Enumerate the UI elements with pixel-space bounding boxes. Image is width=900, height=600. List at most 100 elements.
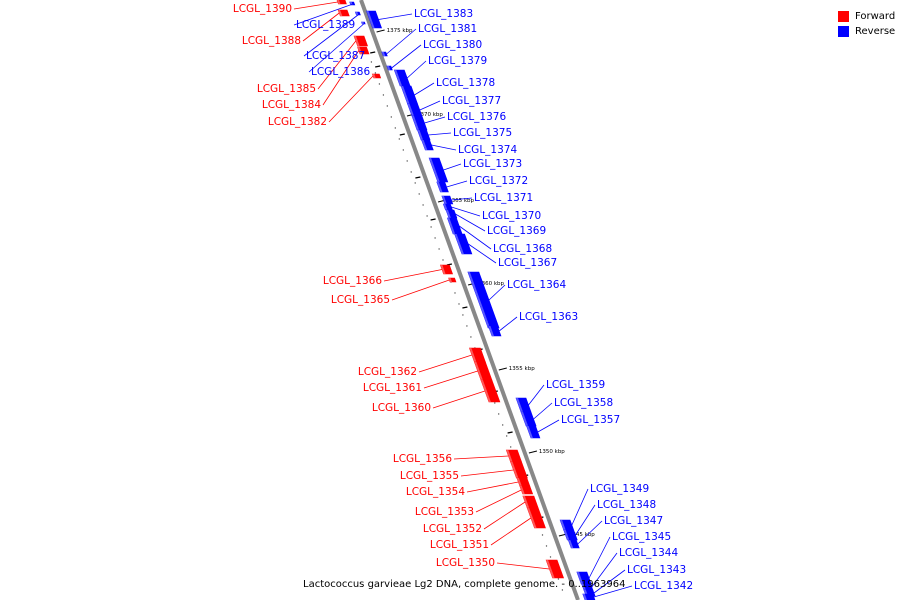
gene-label[interactable]: LCGL_1370 [482, 210, 541, 222]
gene-feature-lcgl_1371[interactable] [441, 195, 454, 205]
gene-label[interactable]: LCGL_1351 [430, 539, 489, 551]
gene-feature-lcgl_1351[interactable] [526, 507, 546, 529]
gene-feature-lcgl_1388[interactable] [337, 9, 350, 17]
gene-label[interactable]: LCGL_1373 [463, 158, 522, 170]
leader-line [571, 488, 589, 526]
gene-feature-lcgl_1382[interactable] [371, 73, 382, 79]
gene-label[interactable]: LCGL_1347 [604, 515, 663, 527]
gene-label[interactable]: LCGL_1352 [423, 523, 482, 535]
gene-label[interactable]: LCGL_1369 [487, 225, 546, 237]
gene-feature-lcgl_1363[interactable] [487, 325, 502, 337]
gene-label[interactable]: LCGL_1343 [627, 564, 686, 576]
gene-highlight [568, 540, 574, 548]
gene-label[interactable]: LCGL_1354 [406, 486, 465, 498]
gene-label[interactable]: LCGL_1356 [393, 453, 452, 465]
gene-highlight [581, 584, 586, 590]
gene-highlight [443, 204, 448, 210]
gene-feature-lcgl_1350[interactable] [545, 559, 565, 579]
gene-label[interactable]: LCGL_1348 [597, 499, 656, 511]
kbp-tick-label: 1370 kbp [417, 112, 443, 118]
gene-highlight [440, 265, 446, 274]
gene-feature-lcgl_1375[interactable] [417, 129, 431, 141]
gene-feature-lcgl_1390[interactable] [336, 0, 347, 5]
gene-feature-lcgl_1389[interactable] [349, 1, 356, 6]
leader-line [446, 180, 468, 188]
gene-feature-lcgl_1372[interactable] [436, 181, 449, 193]
gene-label[interactable]: LCGL_1372 [469, 175, 528, 187]
gene-highlight [447, 218, 456, 234]
gene-feature-lcgl_1369[interactable] [445, 209, 458, 219]
gene-label[interactable]: LCGL_1389 [296, 19, 355, 31]
kbp-tick-label: 1345 kbp [569, 532, 595, 538]
gene-feature-lcgl_1365[interactable] [448, 277, 457, 283]
strand-legend: Forward Reverse [838, 9, 895, 39]
gene-label[interactable]: LCGL_1367 [498, 257, 557, 269]
gene-label[interactable]: LCGL_1390 [233, 3, 292, 15]
gene-feature-lcgl_1384[interactable] [357, 46, 370, 55]
gene-feature-lcgl_1364[interactable] [467, 271, 500, 329]
gene-label[interactable]: LCGL_1361 [363, 382, 422, 394]
gene-label[interactable]: LCGL_1357 [561, 414, 620, 426]
gene-feature-lcgl_1376[interactable] [411, 115, 428, 131]
gene-feature-lcgl_1360[interactable] [480, 379, 501, 403]
gene-feature-lcgl_1367[interactable] [454, 233, 473, 255]
gene-label[interactable]: LCGL_1366 [323, 275, 382, 287]
leader-line [458, 225, 492, 250]
gene-label[interactable]: LCGL_1386 [311, 66, 370, 78]
gene-label[interactable]: LCGL_1353 [415, 506, 474, 518]
gene-label[interactable]: LCGL_1379 [428, 55, 487, 67]
gene-label[interactable]: LCGL_1362 [358, 366, 417, 378]
gene-feature-lcgl_1342[interactable] [582, 593, 596, 600]
gene-feature-lcgl_1348[interactable] [563, 529, 578, 541]
gene-feature-lcgl_1357[interactable] [526, 425, 541, 439]
gene-feature-lcgl_1374[interactable] [421, 139, 434, 151]
genome-caption: Lactococcus garvieae Lg2 DNA, complete g… [303, 579, 626, 590]
gene-feature-lcgl_1381[interactable] [381, 51, 388, 57]
gene-feature-lcgl_1380[interactable] [386, 65, 393, 71]
leader-line [303, 13, 361, 57]
gene-label[interactable]: LCGL_1368 [493, 243, 552, 255]
gene-label[interactable]: LCGL_1360 [372, 402, 431, 414]
gene-label[interactable]: LCGL_1377 [442, 95, 501, 107]
gene-label[interactable]: LCGL_1364 [507, 279, 566, 291]
gene-label[interactable]: LCGL_1344 [619, 547, 678, 559]
gene-feature-lcgl_1347[interactable] [567, 539, 580, 549]
gene-label[interactable]: LCGL_1383 [414, 8, 473, 20]
gene-feature-lcgl_1358[interactable] [520, 411, 537, 427]
gene-feature-lcgl_1345[interactable] [576, 571, 592, 585]
gene-label[interactable]: LCGL_1374 [458, 144, 517, 156]
gene-label[interactable]: LCGL_1342 [634, 580, 693, 592]
gene-label[interactable]: LCGL_1345 [612, 531, 671, 543]
gene-label[interactable]: LCGL_1375 [453, 127, 512, 139]
gene-label[interactable]: LCGL_1385 [257, 83, 316, 95]
gene-label[interactable]: LCGL_1378 [436, 77, 495, 89]
gene-label[interactable]: LCGL_1387 [306, 50, 365, 62]
gene-feature-lcgl_1355[interactable] [510, 461, 528, 479]
gene-feature-lcgl_1373[interactable] [428, 157, 449, 183]
gene-feature-lcgl_1366[interactable] [439, 264, 454, 275]
gene-label[interactable]: LCGL_1363 [519, 311, 578, 323]
gene-highlight [394, 70, 403, 86]
gene-feature-lcgl_1383[interactable] [366, 10, 383, 29]
gene-feature-lcgl_1385[interactable] [353, 35, 369, 47]
gene-feature-lcgl_1353[interactable] [519, 485, 534, 495]
gene-label[interactable]: LCGL_1355 [400, 470, 459, 482]
gene-label[interactable]: LCGL_1371 [474, 192, 533, 204]
minor-tick [430, 218, 436, 221]
leader-line [383, 269, 443, 282]
gene-label[interactable]: LCGL_1376 [447, 111, 506, 123]
gene-highlight [469, 348, 477, 362]
gene-label[interactable]: LCGL_1365 [331, 294, 390, 306]
gene-label[interactable]: LCGL_1388 [242, 35, 301, 47]
gene-label[interactable]: LCGL_1384 [262, 99, 321, 111]
gene-label[interactable]: LCGL_1349 [590, 483, 649, 495]
gene-label[interactable]: LCGL_1359 [546, 379, 605, 391]
backbone-dot [549, 556, 552, 558]
gene-label[interactable]: LCGL_1381 [418, 23, 477, 35]
gene-label[interactable]: LCGL_1350 [436, 557, 495, 569]
gene-highlight [354, 36, 360, 46]
gene-label[interactable]: LCGL_1358 [554, 397, 613, 409]
gene-label[interactable]: LCGL_1382 [268, 116, 327, 128]
gene-label[interactable]: LCGL_1380 [423, 39, 482, 51]
